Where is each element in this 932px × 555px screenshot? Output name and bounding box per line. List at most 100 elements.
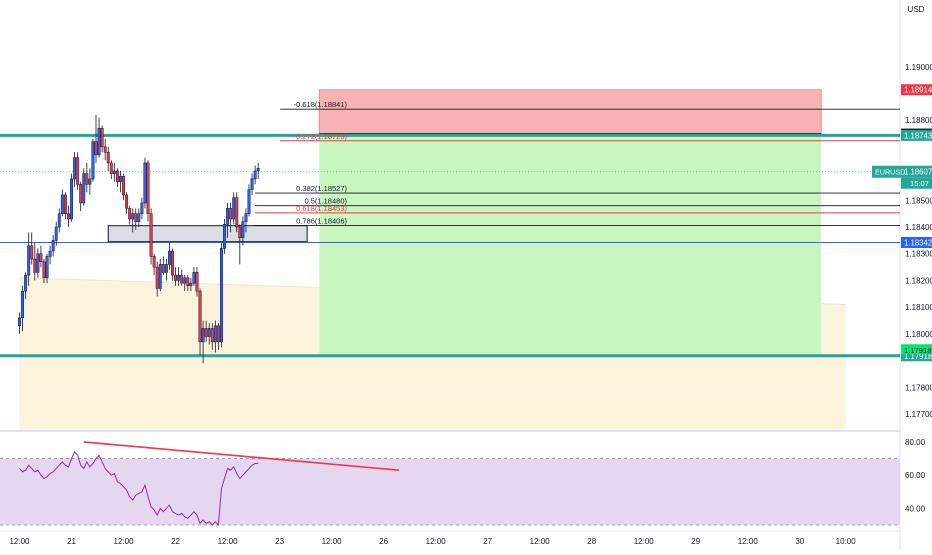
price-tag[interactable]: [901, 129, 932, 141]
candle-bearish[interactable]: [161, 264, 165, 273]
time-tick-label: 22: [171, 537, 180, 546]
candle-bullish[interactable]: [70, 178, 73, 220]
candle-bullish[interactable]: [232, 197, 236, 220]
price-tick-label: 1.18100: [905, 303, 932, 312]
candle-bearish[interactable]: [85, 173, 89, 185]
candle-bullish[interactable]: [54, 226, 58, 241]
candle-bullish[interactable]: [164, 264, 168, 273]
candle-bearish[interactable]: [235, 197, 239, 228]
candle-bullish[interactable]: [45, 256, 49, 279]
candle-bearish[interactable]: [204, 328, 208, 337]
price-tag-label: 1.18743: [904, 131, 932, 140]
candle-bullish[interactable]: [82, 173, 86, 204]
candle-bearish[interactable]: [94, 141, 98, 156]
rsi-tick-label: 60.00: [905, 471, 926, 480]
candle-bearish[interactable]: [174, 274, 178, 281]
candle-bearish[interactable]: [33, 258, 37, 273]
rsi-line[interactable]: [19, 451, 259, 527]
candle-bullish[interactable]: [201, 328, 205, 343]
candle-bullish[interactable]: [177, 274, 181, 281]
candle-bullish[interactable]: [189, 282, 193, 287]
price-tag[interactable]: [901, 84, 932, 96]
candle-bearish[interactable]: [42, 261, 46, 279]
candle-bullish[interactable]: [48, 250, 52, 257]
candle-bullish[interactable]: [183, 277, 187, 284]
candle-bullish[interactable]: [73, 157, 77, 180]
candle-bearish[interactable]: [238, 226, 242, 238]
take-profit-zone[interactable]: [319, 134, 822, 356]
candle-bullish[interactable]: [97, 127, 101, 156]
candle-bullish[interactable]: [244, 213, 248, 222]
candle-bullish[interactable]: [207, 328, 211, 337]
candle-bullish[interactable]: [21, 290, 25, 319]
stop-loss-zone[interactable]: [318, 89, 822, 135]
target-price-tag[interactable]: [901, 344, 932, 355]
candle-bearish[interactable]: [171, 250, 174, 276]
candle-bullish[interactable]: [158, 264, 162, 289]
candle-bearish[interactable]: [63, 194, 67, 214]
price-tag[interactable]: [901, 350, 932, 362]
candle-bearish[interactable]: [195, 272, 199, 292]
rsi-trendline[interactable]: [83, 441, 400, 472]
candle-bearish[interactable]: [210, 328, 214, 343]
candle-bullish[interactable]: [57, 213, 61, 228]
candle-bearish[interactable]: [198, 290, 202, 343]
candle-bearish[interactable]: [146, 162, 150, 214]
candle-bearish[interactable]: [109, 162, 113, 174]
candle-bearish[interactable]: [103, 146, 107, 153]
candle-bullish[interactable]: [241, 221, 245, 238]
candle-bullish[interactable]: [167, 250, 171, 265]
candle-bullish[interactable]: [213, 325, 217, 343]
candle-bearish[interactable]: [67, 213, 70, 220]
time-tick-label: 12:00: [738, 537, 759, 546]
symbol-price-tag[interactable]: [872, 165, 932, 178]
candle-bullish[interactable]: [226, 208, 230, 225]
candle-bearish[interactable]: [134, 213, 138, 222]
candle-bearish[interactable]: [122, 176, 125, 196]
candle-bullish[interactable]: [137, 213, 141, 222]
candle-bullish[interactable]: [256, 168, 260, 172]
candle-bullish[interactable]: [250, 178, 254, 190]
candle-bearish[interactable]: [125, 194, 129, 209]
candle-bearish[interactable]: [152, 256, 156, 268]
candle-bullish[interactable]: [24, 274, 28, 292]
candle-bearish[interactable]: [216, 325, 220, 343]
candle-bearish[interactable]: [30, 245, 34, 260]
candle-bullish[interactable]: [18, 317, 21, 327]
candle-bullish[interactable]: [131, 213, 135, 220]
candle-bearish[interactable]: [180, 274, 184, 284]
candle-bullish[interactable]: [91, 141, 95, 180]
candle-bullish[interactable]: [112, 170, 116, 174]
candle-bullish[interactable]: [140, 202, 144, 214]
candle-bullish[interactable]: [88, 178, 92, 185]
candle-bullish[interactable]: [51, 240, 55, 252]
supply-zone-rectangle[interactable]: [107, 225, 308, 243]
candle-bullish[interactable]: [36, 253, 40, 273]
candle-bullish[interactable]: [143, 162, 147, 204]
candle-bullish[interactable]: [119, 176, 122, 182]
candle-bearish[interactable]: [39, 253, 43, 262]
candle-bearish[interactable]: [100, 127, 104, 148]
price-tick-label: 1.17800: [905, 383, 932, 392]
candle-bearish[interactable]: [128, 208, 132, 220]
candle-bearish[interactable]: [186, 277, 190, 287]
time-tick-label: 10:00: [836, 537, 857, 546]
price-tag[interactable]: [901, 237, 932, 249]
candle-bearish[interactable]: [149, 213, 153, 257]
candle-bearish[interactable]: [155, 266, 159, 289]
candle-bearish[interactable]: [115, 170, 119, 182]
candle-bullish[interactable]: [60, 194, 64, 214]
candle-bullish[interactable]: [253, 170, 257, 180]
candle-bearish[interactable]: [79, 184, 83, 204]
candle-bullish[interactable]: [247, 189, 251, 214]
candle-bearish[interactable]: [229, 208, 233, 220]
candle-bullish[interactable]: [223, 224, 226, 249]
candle-bearish[interactable]: [76, 157, 80, 185]
candle-bullish[interactable]: [192, 272, 196, 284]
time-tick-label: 29: [691, 537, 700, 546]
candle-bullish[interactable]: [27, 245, 31, 276]
candle-bearish[interactable]: [106, 151, 110, 164]
candle-bullish[interactable]: [220, 248, 223, 343]
